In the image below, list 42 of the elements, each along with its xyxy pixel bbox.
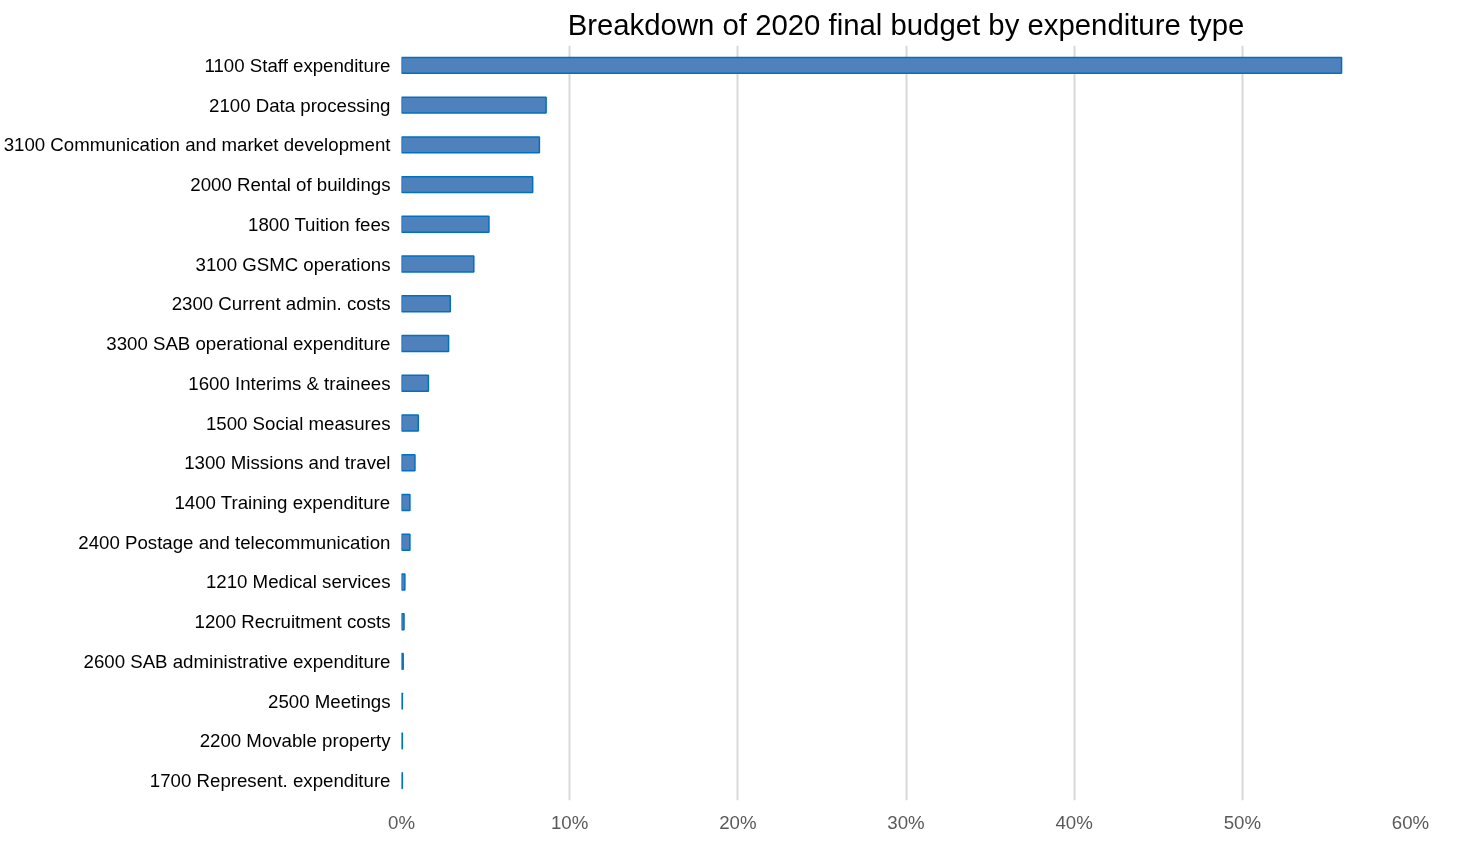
bar: [401, 96, 547, 114]
y-tick-label: 1500 Social measures: [205, 412, 391, 434]
y-tick-label: 1400 Training expenditure: [174, 491, 391, 513]
bar: [401, 454, 416, 472]
y-tick-label: 2300 Current admin. costs: [171, 293, 391, 315]
bar: [401, 215, 490, 234]
bar: [401, 493, 411, 512]
y-tick-label: 3100 Communication and market development: [3, 134, 392, 156]
bar: [401, 612, 405, 631]
x-tick-label: 60%: [1391, 811, 1430, 833]
y-tick-label: 1700 Represent. expenditure: [149, 770, 391, 792]
y-tick-label: 1300 Missions and travel: [184, 452, 391, 474]
bar: [401, 255, 475, 273]
y-tick-label: 1100 Staff expenditure: [204, 54, 391, 76]
bar: [401, 175, 534, 194]
x-tick-label: 10%: [551, 811, 589, 833]
x-tick-label: 40%: [1055, 811, 1093, 833]
bar: [401, 295, 452, 313]
y-tick-label: 2000 Rental of buildings: [190, 174, 391, 196]
y-tick-label: 2600 SAB administrative expenditure: [83, 650, 391, 672]
bar: [401, 56, 1343, 75]
bar: [401, 136, 541, 154]
x-tick-label: 30%: [887, 811, 925, 833]
bar: [401, 414, 420, 432]
bar: [401, 334, 450, 353]
y-tick-label: 1800 Tuition fees: [248, 213, 391, 235]
y-tick-label: 1600 Interims & trainees: [188, 372, 391, 394]
y-tick-label: 1210 Medical services: [205, 571, 391, 593]
bar: [401, 374, 430, 392]
x-tick-label: 0%: [388, 811, 415, 833]
y-tick-label: 2100 Data processing: [209, 94, 391, 116]
y-tick-label: 3300 SAB operational expenditure: [106, 333, 391, 355]
y-tick-label: 1200 Recruitment costs: [194, 611, 391, 633]
y-tick-label: 3100 GSMC operations: [195, 253, 391, 275]
chart-title: Breakdown of 2020 final budget by expenditure type: [567, 7, 1245, 41]
y-tick-label: 2400 Postage and telecommunication: [78, 531, 391, 553]
y-tick-label: 2500 Meetings: [268, 690, 391, 712]
y-tick-label: 2200 Movable property: [199, 730, 392, 752]
bar: [401, 533, 411, 551]
x-tick-label: 50%: [1223, 811, 1262, 833]
bar: [401, 573, 406, 591]
x-tick-label: 20%: [719, 811, 757, 833]
